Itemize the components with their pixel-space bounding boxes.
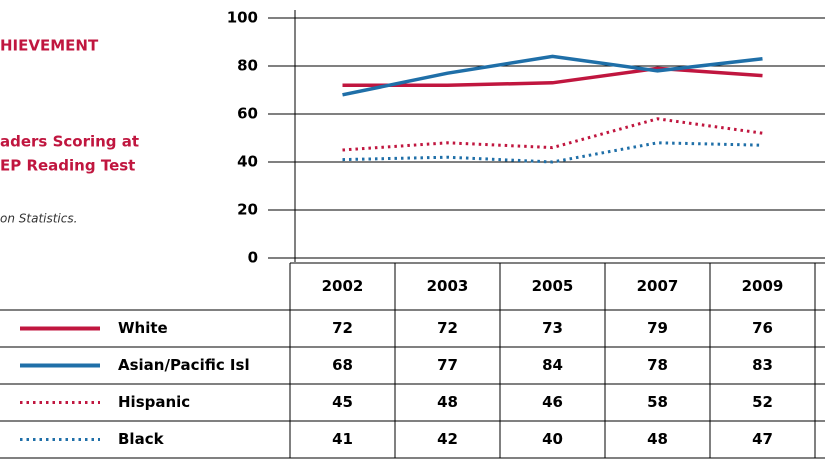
table-value: 72	[437, 319, 458, 337]
table-value: 72	[332, 319, 353, 337]
table-value: 47	[752, 430, 773, 448]
table-value: 46	[542, 393, 563, 411]
table-value: 42	[437, 430, 458, 448]
table-value: 76	[752, 319, 773, 337]
subtitle: EP Reading Test	[0, 157, 135, 175]
y-tick-label: 40	[237, 153, 258, 171]
y-tick-label: 100	[227, 9, 258, 27]
y-tick-label: 20	[237, 201, 258, 219]
legend-label: Asian/Pacific Isl	[118, 356, 250, 374]
source: on Statistics.	[0, 212, 77, 226]
column-header: 2005	[532, 277, 574, 295]
table-value: 52	[752, 393, 773, 411]
table-value: 41	[332, 430, 353, 448]
table-value: 48	[647, 430, 668, 448]
series-line	[342, 117, 763, 152]
column-header: 2003	[427, 277, 469, 295]
table-value: 83	[752, 356, 773, 374]
table-value: 58	[647, 393, 668, 411]
table-value: 68	[332, 356, 353, 374]
title: HIEVEMENT	[0, 37, 99, 55]
table-value: 79	[647, 319, 668, 337]
column-header: 2002	[322, 277, 364, 295]
series-line	[342, 54, 763, 97]
table-value: 77	[437, 356, 458, 374]
legend-label: Hispanic	[118, 393, 190, 411]
legend-label: White	[118, 319, 168, 337]
table-value: 48	[437, 393, 458, 411]
table-value: 40	[542, 430, 563, 448]
table-value: 45	[332, 393, 353, 411]
table-value: 78	[647, 356, 668, 374]
subtitle: aders Scoring at	[0, 133, 139, 151]
series-line	[342, 141, 763, 164]
series-line	[342, 66, 763, 87]
y-tick-label: 0	[248, 249, 258, 267]
y-tick-label: 60	[237, 105, 258, 123]
legend-label: Black	[118, 430, 165, 448]
y-tick-label: 80	[237, 57, 258, 75]
column-header: 2009	[742, 277, 784, 295]
column-header: 2007	[637, 277, 679, 295]
table-value: 73	[542, 319, 563, 337]
table-value: 84	[542, 356, 563, 374]
